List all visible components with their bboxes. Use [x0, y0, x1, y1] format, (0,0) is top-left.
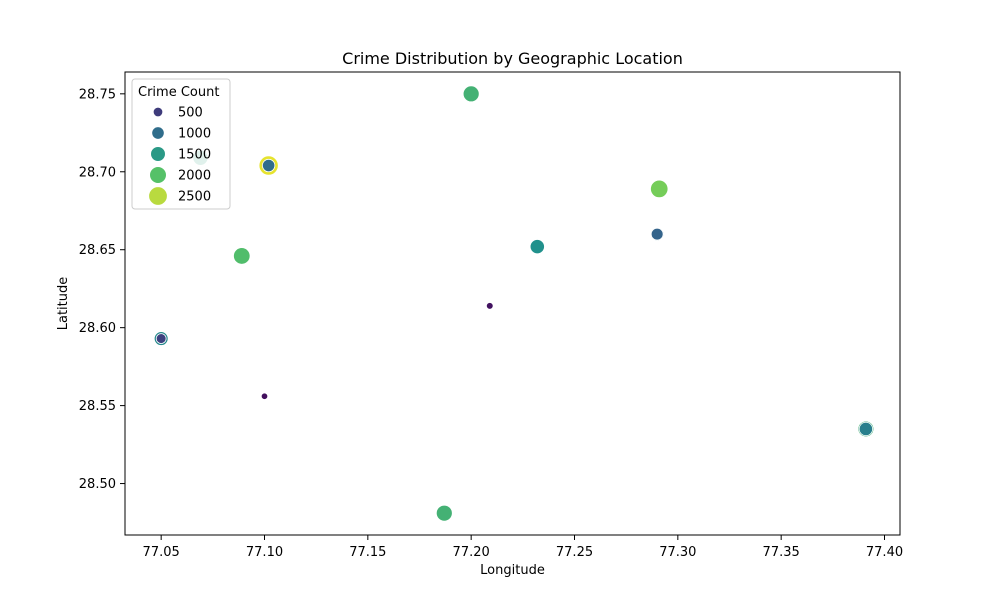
- legend: Crime Count 500 1000 1500 2000 2500: [131, 78, 231, 210]
- y-axis: 28.50 28.55 28.60 28.65 28.70 28.75: [79, 87, 125, 492]
- x-axis: 77.05 77.10 77.15 77.20 77.25 77.30 77.35 77.40: [143, 535, 903, 560]
- legend-marker: [150, 146, 166, 162]
- x-tick-label: 77.05: [143, 545, 180, 560]
- legend-entries: 500 1000 1500 2000 2500: [148, 106, 211, 206]
- y-tick-label: 28.55: [79, 399, 116, 414]
- data-point: [155, 333, 167, 344]
- axes-frame: [124, 71, 901, 536]
- legend-marker: [149, 166, 167, 184]
- data-point: [650, 179, 669, 199]
- data-point: [485, 302, 494, 310]
- legend-marker: [152, 106, 164, 118]
- y-tick-label: 28.70: [79, 165, 116, 180]
- data-point: [233, 247, 251, 265]
- legend-marker: [148, 186, 168, 206]
- legend-label: 1000: [178, 127, 211, 142]
- data-point: [260, 392, 269, 400]
- data-point: [529, 239, 545, 255]
- x-tick-label: 77.20: [453, 545, 490, 560]
- data-point: [650, 227, 664, 241]
- legend-label: 1500: [178, 148, 211, 163]
- data-point: [262, 158, 276, 173]
- data-point: [435, 504, 453, 522]
- y-tick-label: 28.50: [79, 477, 116, 492]
- legend-label: 2000: [178, 169, 211, 184]
- x-tick-label: 77.15: [349, 545, 386, 560]
- chart-title: Crime Distribution by Geographic Locatio…: [342, 49, 683, 68]
- x-tick-label: 77.10: [246, 545, 283, 560]
- x-tick-label: 77.40: [866, 545, 903, 560]
- legend-label: 500: [178, 106, 203, 121]
- y-tick-label: 28.65: [79, 243, 116, 258]
- data-point: [462, 85, 480, 103]
- x-tick-label: 77.30: [659, 545, 696, 560]
- x-tick-label: 77.25: [556, 545, 593, 560]
- legend-title: Crime Count: [138, 85, 219, 100]
- y-tick-label: 28.60: [79, 321, 116, 336]
- y-axis-label: Latitude: [56, 277, 71, 331]
- legend-marker: [151, 126, 165, 140]
- x-tick-label: 77.35: [763, 545, 800, 560]
- y-tick-label: 28.75: [79, 87, 116, 102]
- legend-label: 2500: [178, 190, 211, 205]
- data-point: [858, 421, 874, 437]
- x-axis-label: Longitude: [480, 563, 545, 578]
